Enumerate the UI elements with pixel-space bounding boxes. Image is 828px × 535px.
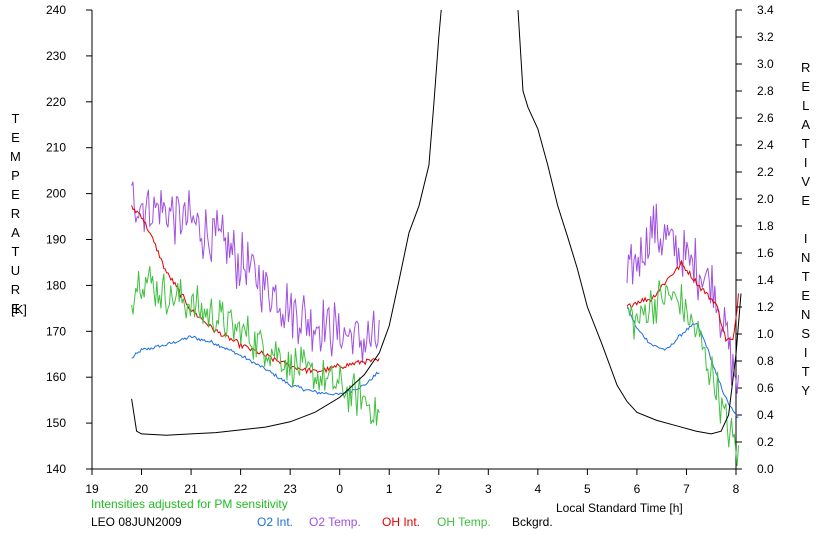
- axis-letter: I: [803, 155, 808, 170]
- axis-letter: E: [801, 288, 811, 303]
- right-tick-label: 0.8: [757, 354, 774, 368]
- right-tick-label: 0.2: [757, 435, 774, 449]
- series-oh_temp-segment-1: [131, 266, 380, 426]
- left-tick-label: 150: [46, 416, 66, 430]
- x-tick-label: 3: [485, 482, 492, 496]
- left-tick-label: 210: [46, 141, 66, 155]
- axis-letter: U: [10, 263, 21, 278]
- axis-letter: A: [801, 117, 811, 132]
- series-o2_int-segment-1: [131, 335, 380, 396]
- x-tick-label: 22: [234, 482, 248, 496]
- series-oh_int-segment-2: [626, 259, 739, 343]
- x-tick-label: 23: [283, 482, 297, 496]
- x-tick-label: 8: [733, 482, 740, 496]
- axis-letter: Y: [801, 383, 811, 398]
- axis-letter: P: [11, 168, 20, 183]
- right-tick-label: 2.0: [757, 192, 774, 206]
- series-bckgrd-segment-1: [131, 9, 442, 436]
- left-tick-label: 240: [46, 3, 66, 17]
- axis-letter: M: [10, 149, 21, 164]
- axis-letter: S: [801, 326, 811, 341]
- x-tick-label: 1: [386, 482, 393, 496]
- left-tick-label: 190: [46, 233, 66, 247]
- x-tick-label: 2: [435, 482, 442, 496]
- axis-letter: E: [11, 301, 20, 316]
- axis-letter: N: [801, 307, 811, 322]
- left-tick-label: 200: [46, 187, 66, 201]
- axis-letter: L: [802, 98, 810, 113]
- series-o2_int-segment-2: [626, 306, 739, 419]
- axis-letter-gap: [804, 210, 808, 229]
- right-tick-label: 1.4: [757, 273, 774, 287]
- legend-oh-int: OH Int.: [382, 515, 421, 529]
- axis-letter: E: [11, 130, 20, 145]
- x-tick-label: 19: [85, 482, 99, 496]
- axis-letter: R: [10, 282, 21, 297]
- axis-letter: T: [11, 111, 20, 126]
- axis-letter: E: [801, 79, 811, 94]
- left-tick-label: 220: [46, 95, 66, 109]
- series-o2_temp-segment-1: [131, 181, 380, 363]
- x-tick-label: 4: [535, 482, 542, 496]
- left-tick-label: 140: [46, 462, 66, 476]
- legend-o2-temp: O2 Temp.: [309, 515, 361, 529]
- right-tick-label: 2.8: [757, 84, 774, 98]
- legend-oh-temp: OH Temp.: [437, 515, 491, 529]
- axis-letter: N: [801, 250, 811, 265]
- right-tick-label: 1.0: [757, 327, 774, 341]
- right-tick-label: 3.4: [757, 3, 774, 17]
- x-axis-label: Local Standard Time [h]: [556, 501, 683, 515]
- right-tick-label: 2.6: [757, 111, 774, 125]
- series-oh_temp-segment-2: [626, 280, 739, 467]
- legend-bckgrd: Bckgrd.: [512, 515, 553, 529]
- axis-letter: I: [803, 231, 808, 246]
- x-tick-label: 0: [336, 482, 343, 496]
- right-tick-label: 1.8: [757, 219, 774, 233]
- tick-labels: 1401501601701801902002102202302400.00.20…: [46, 3, 774, 496]
- right-tick-label: 0.0: [757, 462, 774, 476]
- right-tick-label: 3.2: [757, 30, 774, 44]
- annotation-text: Intensities adjusted for PM sensitivity: [91, 497, 288, 511]
- x-tick-label: 7: [683, 482, 690, 496]
- right-tick-label: 0.4: [757, 408, 774, 422]
- left-axis-unit-wrap: [K]: [11, 300, 27, 319]
- axes: [86, 9, 742, 475]
- axis-letter: R: [10, 206, 21, 221]
- axis-letter: A: [11, 225, 20, 240]
- axis-letter: T: [801, 364, 810, 379]
- x-tick-label: 5: [584, 482, 591, 496]
- x-tick-label: 21: [184, 482, 198, 496]
- left-tick-label: 170: [46, 324, 66, 338]
- x-tick-label: 6: [634, 482, 641, 496]
- series-lines: [131, 9, 742, 467]
- left-tick-label: 230: [46, 49, 66, 63]
- right-tick-label: 2.2: [757, 165, 774, 179]
- caption-text: LEO 08JUN2009: [91, 515, 182, 529]
- x-tick-label: 20: [135, 482, 149, 496]
- axis-letter: E: [801, 193, 811, 208]
- axis-letter: V: [801, 174, 811, 189]
- left-axis-unit: [K]: [11, 302, 27, 317]
- series-bckgrd-segment-2: [517, 9, 742, 435]
- left-tick-label: 160: [46, 370, 66, 384]
- axis-letter: R: [801, 60, 811, 75]
- axis-letter: T: [801, 269, 810, 284]
- left-tick-label: 180: [46, 278, 66, 292]
- axis-letter: E: [11, 187, 20, 202]
- axis-letter: T: [801, 136, 810, 151]
- right-tick-label: 1.6: [757, 246, 774, 260]
- right-tick-label: 3.0: [757, 57, 774, 71]
- series-o2_temp-segment-2: [626, 203, 739, 394]
- right-tick-label: 0.6: [757, 381, 774, 395]
- axis-letter: I: [803, 345, 808, 360]
- legend-o2-int: O2 Int.: [257, 515, 294, 529]
- axis-letter: T: [11, 244, 20, 259]
- right-tick-label: 1.2: [757, 300, 774, 314]
- right-tick-label: 2.4: [757, 138, 774, 152]
